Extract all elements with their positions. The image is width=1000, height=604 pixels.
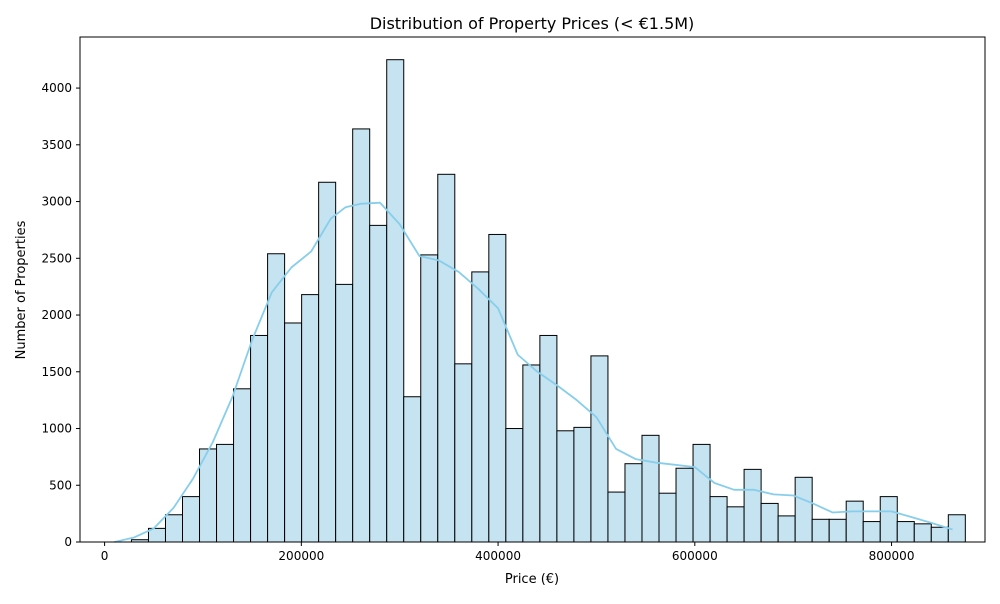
histogram-bar <box>250 334 269 543</box>
histogram-bar <box>488 233 507 543</box>
histogram-bar <box>403 396 422 543</box>
histogram-bar <box>386 59 405 543</box>
y-axis-title: Number of Properties <box>14 220 29 359</box>
histogram-bar <box>471 271 490 543</box>
histogram-bar <box>794 476 813 543</box>
y-tick-label: 2500 <box>41 251 72 265</box>
histogram-bar <box>743 468 762 543</box>
x-tick-label: 600000 <box>672 549 718 563</box>
x-tick-label: 200000 <box>278 549 324 563</box>
y-tick-label: 500 <box>49 478 72 492</box>
x-axis-title: Price (€) <box>505 572 559 587</box>
histogram-bar <box>539 334 558 543</box>
histogram-bar <box>164 514 183 543</box>
histogram-bar <box>675 467 694 543</box>
histogram-bar <box>420 254 439 543</box>
kde-layer <box>114 201 953 543</box>
histogram-bar <box>709 496 728 543</box>
y-tick-label: 1500 <box>41 365 72 379</box>
histogram-bar <box>335 283 354 543</box>
histogram-bar <box>352 128 371 543</box>
x-axis-ticks: 0 200000 400000 600000 800000 <box>101 542 915 563</box>
histogram-bar <box>216 443 235 543</box>
x-tick-label: 400000 <box>475 549 521 563</box>
histogram-bar <box>505 428 524 543</box>
histogram-bar <box>692 443 711 543</box>
y-tick-label: 0 <box>64 535 72 549</box>
histogram-bar <box>896 521 915 543</box>
histogram-bar <box>233 388 252 543</box>
histogram-bar <box>641 434 660 543</box>
histogram-bar <box>556 430 575 543</box>
y-tick-label: 3500 <box>41 138 72 152</box>
y-tick-label: 3000 <box>41 195 72 209</box>
histogram-bar <box>913 523 932 543</box>
histogram-bar <box>590 355 609 543</box>
histogram-bar <box>862 521 881 543</box>
histogram-bar <box>658 492 677 543</box>
histogram-bar <box>879 496 898 543</box>
histogram-bar <box>726 506 745 543</box>
x-tick-label: 800000 <box>869 549 915 563</box>
histogram-bar <box>811 518 830 543</box>
histogram-bar <box>573 426 592 543</box>
histogram-bar <box>369 224 388 543</box>
histogram-bar <box>930 526 949 543</box>
y-axis-ticks: 0 500 1000 1500 2000 2500 3000 3500 4000 <box>41 81 80 549</box>
histogram-bar <box>301 294 320 543</box>
histogram-bar <box>284 322 303 543</box>
histogram-bar <box>777 515 796 543</box>
y-tick-label: 2000 <box>41 308 72 322</box>
histogram-bar <box>624 463 643 543</box>
x-tick-label: 0 <box>101 549 109 563</box>
y-tick-label: 1000 <box>41 422 72 436</box>
chart-title: Distribution of Property Prices (< €1.5M… <box>370 14 695 33</box>
histogram-bar <box>607 491 626 543</box>
bars-layer <box>130 59 966 543</box>
histogram-bar <box>454 363 473 543</box>
kde-curve <box>114 201 953 543</box>
plot-frame <box>79 36 986 543</box>
histogram-bar <box>845 500 864 543</box>
y-tick-label: 4000 <box>41 81 72 95</box>
histogram-bar <box>760 502 779 543</box>
histogram-bar <box>522 364 541 543</box>
histogram-bar <box>828 518 847 543</box>
histogram-bar <box>182 496 201 543</box>
histogram-bar <box>437 173 456 543</box>
